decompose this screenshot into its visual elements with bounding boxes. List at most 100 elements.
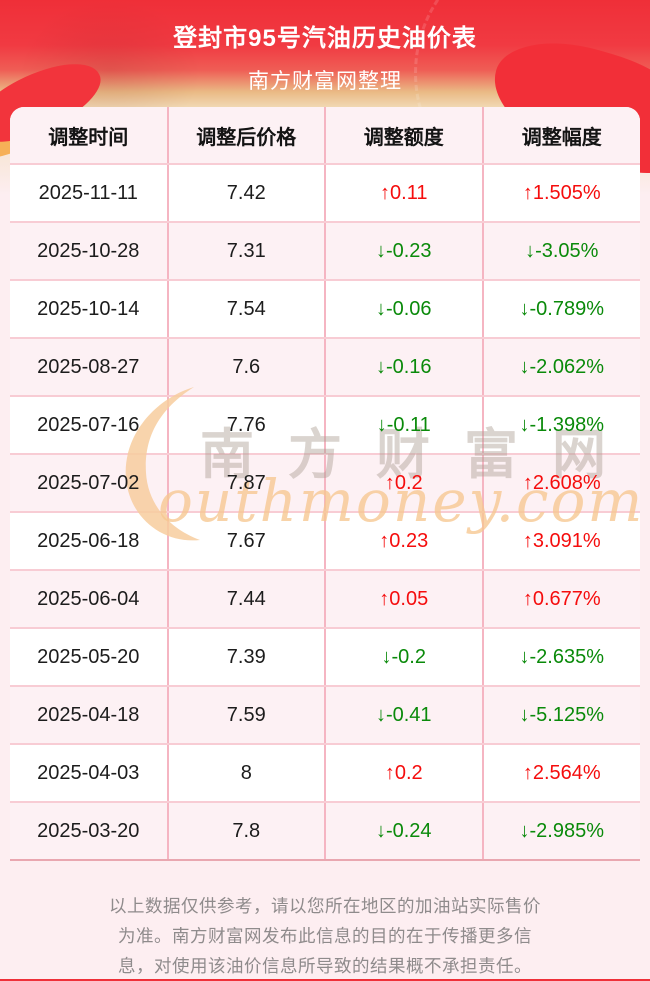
change-cell: ↓-0.06 bbox=[325, 280, 484, 339]
change-cell: ↓-0.11 bbox=[325, 396, 484, 455]
pct-cell: ↓-2.985% bbox=[482, 802, 640, 859]
change-cell: ↑0.05 bbox=[325, 570, 484, 629]
cell-value: ↓-1.398% bbox=[519, 413, 605, 436]
price-table-head: 调整时间 调整后价格 调整额度 调整幅度 bbox=[10, 107, 640, 165]
cell-value: ↑0.2 bbox=[384, 471, 423, 494]
date-cell: 2025-08-27 bbox=[10, 338, 169, 397]
cell-value: 7.67 bbox=[226, 529, 266, 552]
cell-value: ↑0.677% bbox=[522, 587, 601, 610]
price-cell: 7.8 bbox=[167, 802, 326, 859]
cell-value: ↓-2.062% bbox=[519, 355, 605, 378]
cell-value: ↓-2.635% bbox=[519, 645, 605, 668]
cell-value: 2025-06-18 bbox=[37, 529, 140, 552]
disclaimer-line: 以上数据仅供参考，请以您所在地区的加油站实际售价 bbox=[109, 896, 541, 916]
cell-value: ↑0.11 bbox=[380, 181, 428, 204]
column-header-1: 调整后价格 bbox=[167, 107, 326, 165]
date-cell: 2025-06-18 bbox=[10, 512, 169, 571]
table-row: 2025-03-20 7.8 ↓-0.24 ↓-2.985% bbox=[10, 802, 640, 859]
cell-value: 8 bbox=[240, 761, 252, 784]
price-cell: 7.42 bbox=[167, 164, 326, 223]
table-row: 2025-06-18 7.67 ↑0.23 ↑3.091% bbox=[10, 512, 640, 571]
table-row: 2025-10-14 7.54 ↓-0.06 ↓-0.789% bbox=[10, 280, 640, 339]
header-row: 调整时间 调整后价格 调整额度 调整幅度 bbox=[10, 107, 640, 165]
pct-cell: ↓-1.398% bbox=[482, 396, 640, 455]
change-cell: ↑0.23 bbox=[325, 512, 484, 571]
price-table-card: 调整时间 调整后价格 调整额度 调整幅度 2025-11-11 7.42 ↑0.11 ↑1.… bbox=[10, 107, 640, 861]
change-cell: ↑0.11 bbox=[325, 164, 484, 223]
cell-value: 2025-08-27 bbox=[37, 355, 140, 378]
date-cell: 2025-10-14 bbox=[10, 280, 169, 339]
disclaimer: 以上数据仅供参考，请以您所在地区的加油站实际售价 为准。南方财富网发布此信息的目… bbox=[0, 861, 650, 981]
cell-value: 2025-04-18 bbox=[37, 703, 140, 726]
cell-value: ↑3.091% bbox=[522, 529, 601, 552]
cell-value: 2025-10-28 bbox=[37, 239, 140, 262]
pct-cell: ↓-5.125% bbox=[482, 686, 640, 745]
header-banner: ⛽ 登封市95号汽油历史油价表 南方财富网整理 bbox=[0, 0, 650, 206]
table-row: 2025-05-20 7.39 ↓-0.2 ↓-2.635% bbox=[10, 628, 640, 687]
cell-value: 2025-10-14 bbox=[37, 297, 140, 320]
column-header-label: 调整额度 bbox=[363, 126, 444, 149]
date-cell: 2025-05-20 bbox=[10, 628, 169, 687]
cell-value: 2025-04-03 bbox=[37, 761, 140, 784]
date-cell: 2025-11-11 bbox=[10, 164, 169, 223]
cell-value: 2025-11-11 bbox=[38, 181, 138, 204]
cell-value: ↓-0.2 bbox=[381, 645, 426, 668]
price-cell: 7.76 bbox=[167, 396, 326, 455]
pct-cell: ↑0.677% bbox=[482, 570, 640, 629]
price-cell: 7.31 bbox=[167, 222, 326, 281]
price-cell: 7.67 bbox=[167, 512, 326, 571]
cell-value: 7.6 bbox=[232, 355, 261, 378]
change-cell: ↑0.2 bbox=[325, 744, 484, 803]
pct-cell: ↓-2.062% bbox=[482, 338, 640, 397]
page-title: 登封市95号汽油历史油价表 bbox=[173, 25, 477, 52]
table-row: 2025-04-03 8 ↑0.2 ↑2.564% bbox=[10, 744, 640, 803]
date-cell: 2025-04-03 bbox=[10, 744, 169, 803]
price-cell: 8 bbox=[167, 744, 326, 803]
column-header-label: 调整时间 bbox=[48, 126, 129, 149]
price-cell: 7.6 bbox=[167, 338, 326, 397]
cell-value: 7.39 bbox=[226, 645, 266, 668]
cell-value: 7.42 bbox=[226, 181, 266, 204]
cell-value: ↓-0.06 bbox=[375, 297, 432, 320]
cell-value: ↓-0.24 bbox=[375, 819, 432, 842]
price-table-body: 2025-11-11 7.42 ↑0.11 ↑1.505% 2025-10-28 7.31… bbox=[10, 164, 640, 859]
cell-value: 2025-07-16 bbox=[37, 413, 140, 436]
table-row: 2025-11-11 7.42 ↑0.11 ↑1.505% bbox=[10, 164, 640, 223]
price-cell: 7.87 bbox=[167, 454, 326, 513]
column-header-label: 调整后价格 bbox=[196, 126, 297, 149]
cell-value: 7.76 bbox=[226, 413, 266, 436]
cell-value: ↓-5.125% bbox=[519, 703, 605, 726]
table-row: 2025-08-27 7.6 ↓-0.16 ↓-2.062% bbox=[10, 338, 640, 397]
cell-value: 2025-03-20 bbox=[37, 819, 140, 842]
cell-value: ↓-0.789% bbox=[519, 297, 605, 320]
cell-value: ↑2.564% bbox=[522, 761, 601, 784]
price-cell: 7.44 bbox=[167, 570, 326, 629]
cell-value: 7.8 bbox=[232, 819, 261, 842]
table-row: 2025-07-02 7.87 ↑0.2 ↑2.608% bbox=[10, 454, 640, 513]
cell-value: ↑0.05 bbox=[379, 587, 429, 610]
disclaimer-line: 为准。南方财富网发布此信息的目的在于传播更多信 bbox=[118, 926, 532, 946]
cell-value: 2025-05-20 bbox=[37, 645, 140, 668]
column-header-2: 调整额度 bbox=[325, 107, 484, 165]
change-cell: ↓-0.23 bbox=[325, 222, 484, 281]
cell-value: ↑2.608% bbox=[522, 471, 601, 494]
cell-value: ↑0.2 bbox=[384, 761, 423, 784]
cell-value: ↓-0.41 bbox=[375, 703, 432, 726]
pct-cell: ↑2.564% bbox=[482, 744, 640, 803]
column-header-label: 调整幅度 bbox=[521, 126, 602, 149]
pct-cell: ↓-2.635% bbox=[482, 628, 640, 687]
cell-value: 7.31 bbox=[226, 239, 266, 262]
date-cell: 2025-07-16 bbox=[10, 396, 169, 455]
cell-value: ↓-3.05% bbox=[525, 239, 599, 262]
cell-value: ↑0.23 bbox=[379, 529, 429, 552]
cell-value: 2025-07-02 bbox=[37, 471, 140, 494]
cell-value: 2025-06-04 bbox=[37, 587, 140, 610]
disclaimer-line: 息，对使用该油价信息所导致的结果概不承担责任。 bbox=[118, 956, 532, 976]
cell-value: ↓-0.16 bbox=[375, 355, 432, 378]
price-cell: 7.54 bbox=[167, 280, 326, 339]
table-row: 2025-04-18 7.59 ↓-0.41 ↓-5.125% bbox=[10, 686, 640, 745]
cell-value: ↓-0.11 bbox=[376, 413, 431, 436]
page-subtitle: 南方财富网整理 bbox=[248, 70, 402, 93]
cell-value: ↓-2.985% bbox=[519, 819, 605, 842]
cell-value: 7.54 bbox=[226, 297, 266, 320]
